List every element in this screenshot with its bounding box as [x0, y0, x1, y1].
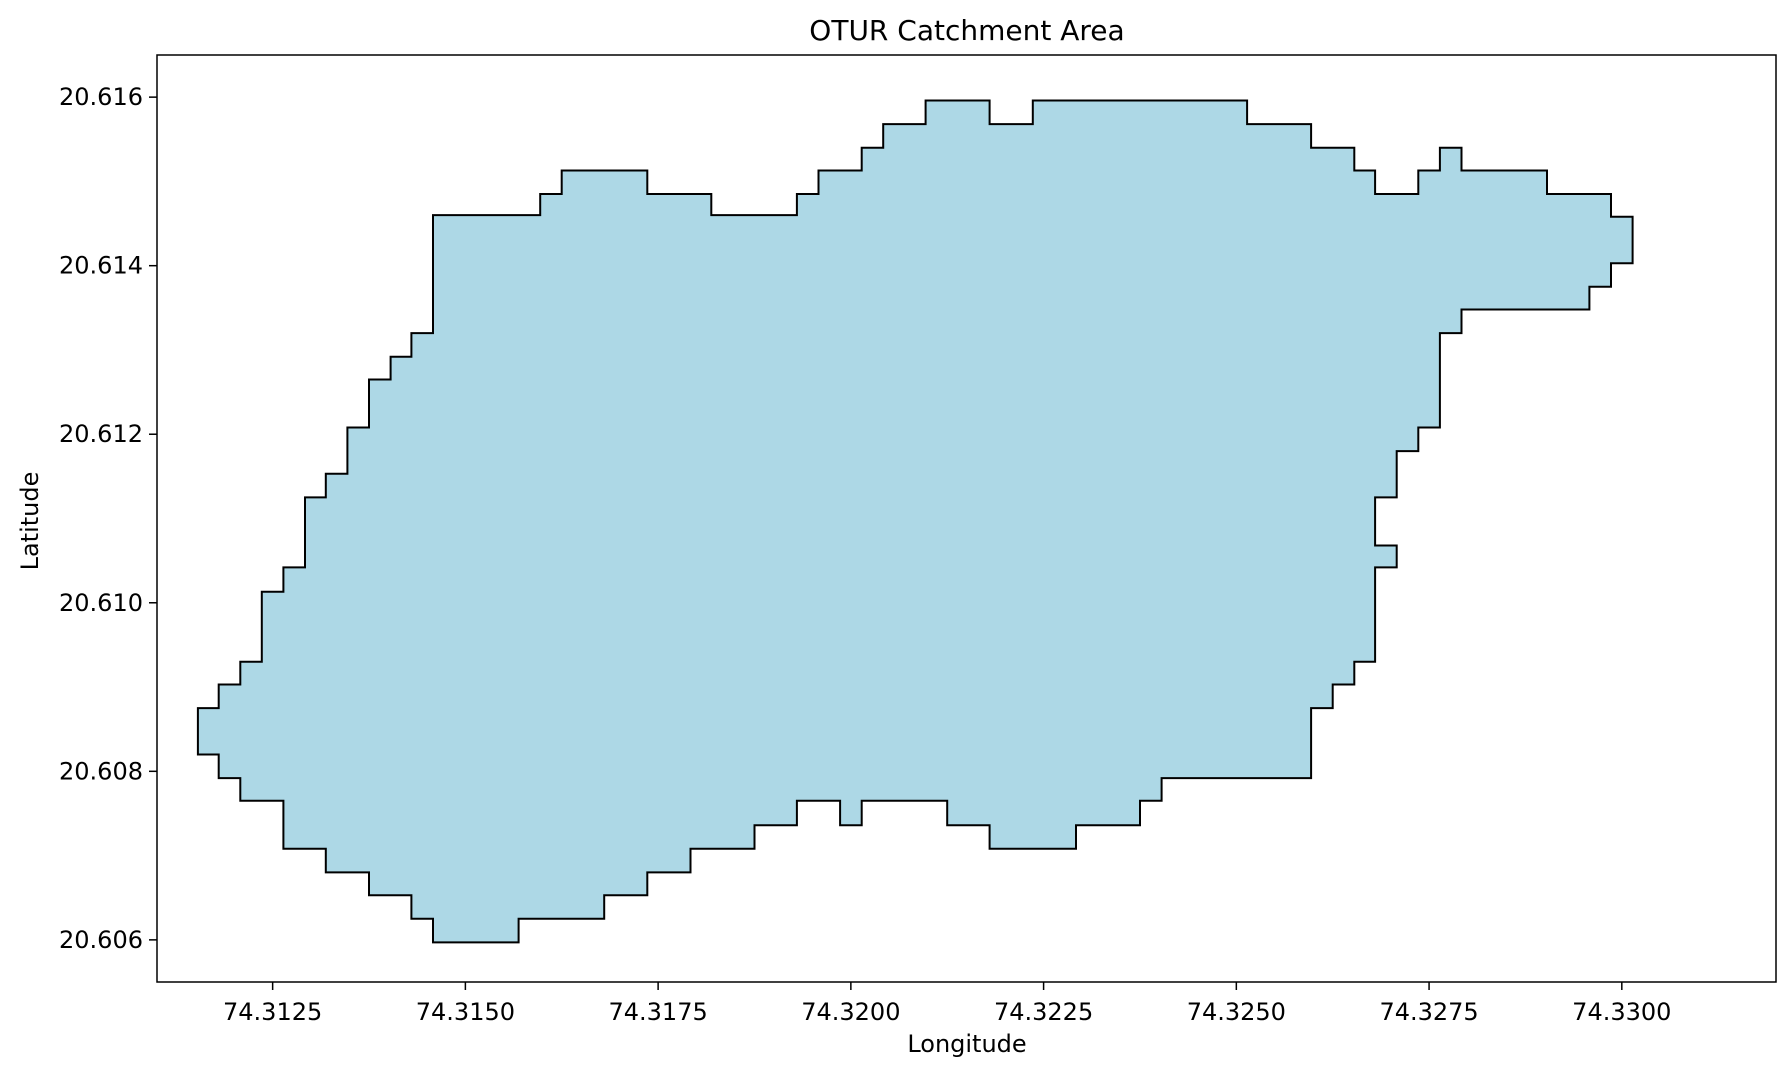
axes-frame [156, 54, 1777, 983]
x-axis-label: Longitude [907, 1030, 1026, 1058]
y-tick-label: 20.616 [59, 83, 143, 111]
y-tick-label: 20.608 [59, 757, 143, 785]
x-tick-label: 74.3275 [1379, 998, 1478, 1026]
x-tick-label: 74.3250 [1187, 998, 1286, 1026]
chart-title: OTUR Catchment Area [809, 14, 1124, 47]
x-tick-label: 74.3300 [1572, 998, 1671, 1026]
x-tick-label: 74.3200 [801, 998, 900, 1026]
plot-area [196, 99, 1634, 944]
x-tick-label: 74.3150 [416, 998, 515, 1026]
y-tick-label: 20.614 [59, 252, 143, 280]
y-tick-label: 20.606 [59, 926, 143, 954]
y-tick-label: 20.612 [59, 420, 143, 448]
x-tick-label: 74.3175 [608, 998, 707, 1026]
x-tick-label: 74.3225 [994, 998, 1093, 1026]
axis-ticks: 74.3125 74.3150 74.3175 74.3200 74.3225 74.32… [59, 83, 1671, 1026]
y-tick-label: 20.610 [59, 589, 143, 617]
x-tick-label: 74.3125 [223, 998, 322, 1026]
catchment-polygon [196, 99, 1634, 944]
y-axis-label: Latitude [16, 472, 44, 571]
